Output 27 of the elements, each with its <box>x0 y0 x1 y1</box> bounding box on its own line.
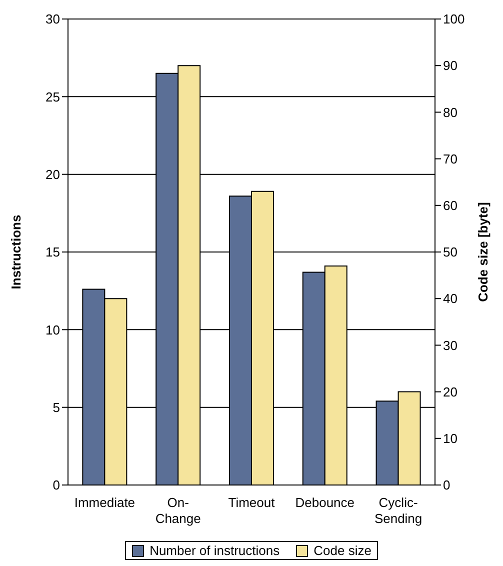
y2-tick-label: 80 <box>443 104 458 120</box>
y2-tick-label: 50 <box>443 244 458 260</box>
y-tick-label: 25 <box>46 89 60 104</box>
y2-tick-label: 90 <box>443 58 458 74</box>
y2-tick-label: 10 <box>443 431 458 446</box>
y-tick-label: 5 <box>52 400 60 415</box>
x-tick-label: Timeout <box>228 495 276 510</box>
x-tick-label: Debounce <box>295 495 355 510</box>
y-tick-label: 30 <box>46 12 60 27</box>
y2-tick-label: 40 <box>443 291 458 306</box>
y2-tick-label: 70 <box>443 151 458 166</box>
x-tick-label: Cyclic-Sending <box>374 495 422 526</box>
y2-tick-label: 30 <box>443 338 458 353</box>
x-tick-label: Immediate <box>74 495 136 510</box>
y2-tick-label: 100 <box>443 12 465 27</box>
y-tick-label: 10 <box>46 322 60 338</box>
y2-axis-title: Code size [byte] <box>476 202 491 302</box>
y2-tick-label: 20 <box>443 384 458 400</box>
y2-tick-label: 60 <box>443 198 458 214</box>
y-tick-label: 0 <box>52 478 60 493</box>
y-axis-title: Instructions <box>8 214 24 290</box>
legend-label: Number of instructions <box>148 543 280 558</box>
x-tick-label: On-Change <box>155 495 201 526</box>
y-tick-label: 15 <box>46 244 60 260</box>
y2-tick-label: 0 <box>443 478 450 493</box>
y-tick-label: 20 <box>46 166 60 182</box>
legend-label: Code size <box>312 543 372 558</box>
